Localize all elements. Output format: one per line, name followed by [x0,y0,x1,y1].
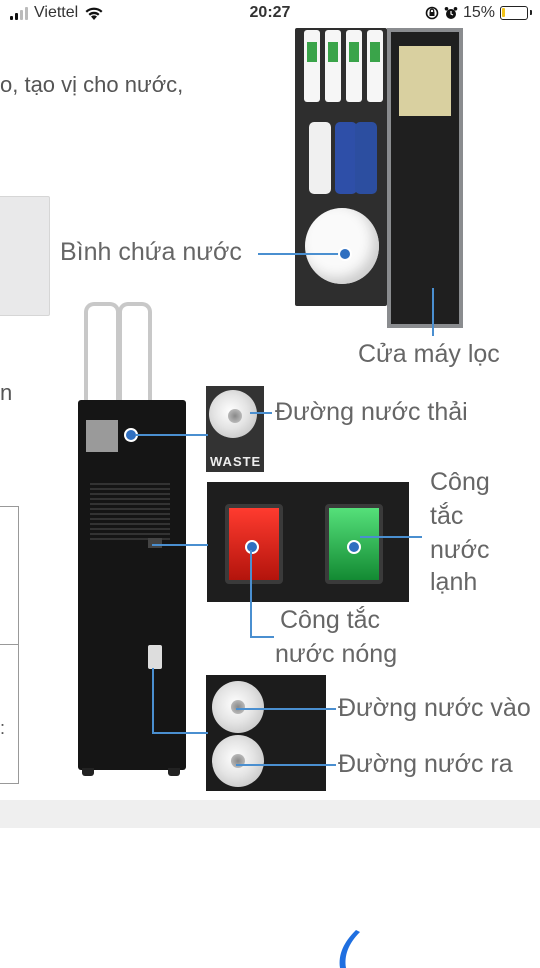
battery-icon [500,6,532,20]
status-right: 15% [425,4,532,22]
switch-panel-inset [207,482,409,602]
page-table-fragment [0,506,19,784]
callout-dot [338,247,352,261]
water-outlet-fitting [212,735,264,787]
page-text-fragment: : [0,718,6,738]
callout-line [360,536,422,538]
faucet-pipe [84,302,120,402]
membrane-housing [335,122,357,194]
filter-door [387,28,463,328]
membrane-housing [355,122,377,194]
membrane-housing [309,122,331,194]
section-divider [0,800,540,828]
label-hot-switch-line: nước nóng [275,640,398,668]
label-waste-line: Đường nước thải [275,398,468,426]
label-cold-switch-line: lạnh [430,568,478,596]
filter-cartridge [346,30,362,102]
water-inlet-fitting [212,681,264,733]
battery-percent: 15% [462,4,495,21]
callout-line [250,550,252,636]
callout-line [152,668,154,732]
purifier-body [78,400,186,770]
page-image-fragment [0,196,50,316]
machine-foot [168,768,180,776]
callout-line [250,412,272,414]
filter-cartridge [367,30,383,102]
brand-logo-icon [339,930,360,968]
clock: 20:27 [249,4,291,21]
wifi-icon [85,7,103,20]
rotation-lock-icon [425,6,439,20]
io-port-inset [206,675,326,791]
filter-cartridge [325,30,341,102]
rear-vent-grille [90,480,170,540]
callout-line [236,764,336,766]
alarm-icon [444,7,458,19]
label-water-inlet: Đường nước vào [338,694,531,722]
label-hot-switch-line: Công tắc [280,606,381,634]
callout-dot [347,540,361,554]
callout-line [250,636,274,638]
page-text-fragment: o, tạo vị cho nước, [0,72,184,97]
faucet-pipe [118,302,152,402]
waste-port-marking: WASTE [210,454,262,469]
label-storage-tank: Bình chứa nước [60,238,242,266]
label-cold-switch-line: nước [430,536,490,564]
battery-level [502,8,505,17]
waste-port-inset [206,386,264,472]
label-cold-switch-line: Công [430,468,490,496]
label-water-outlet: Đường nước ra [338,750,513,778]
status-bar: Viettel 20:27 15% [0,0,540,28]
callout-line [258,253,342,255]
callout-line [152,732,208,734]
machine-foot [82,768,94,776]
label-filter-door: Cửa máy lọc [358,340,500,368]
rear-label-plate [86,420,118,452]
callout-line [152,544,208,546]
rear-switch-port [148,538,162,548]
callout-line [236,708,336,710]
carrier-name: Viettel [34,4,79,21]
signal-icon [10,6,28,20]
filter-cartridge [304,30,320,102]
storage-tank [305,208,379,284]
waste-port-fitting [209,390,257,438]
callout-line [432,288,434,336]
label-cold-switch-line: tắc [430,502,464,530]
rear-io-port [148,645,162,669]
callout-line [136,434,208,436]
page-text-fragment: n [0,380,13,405]
status-left: Viettel [10,4,104,22]
callout-dot [245,540,259,554]
